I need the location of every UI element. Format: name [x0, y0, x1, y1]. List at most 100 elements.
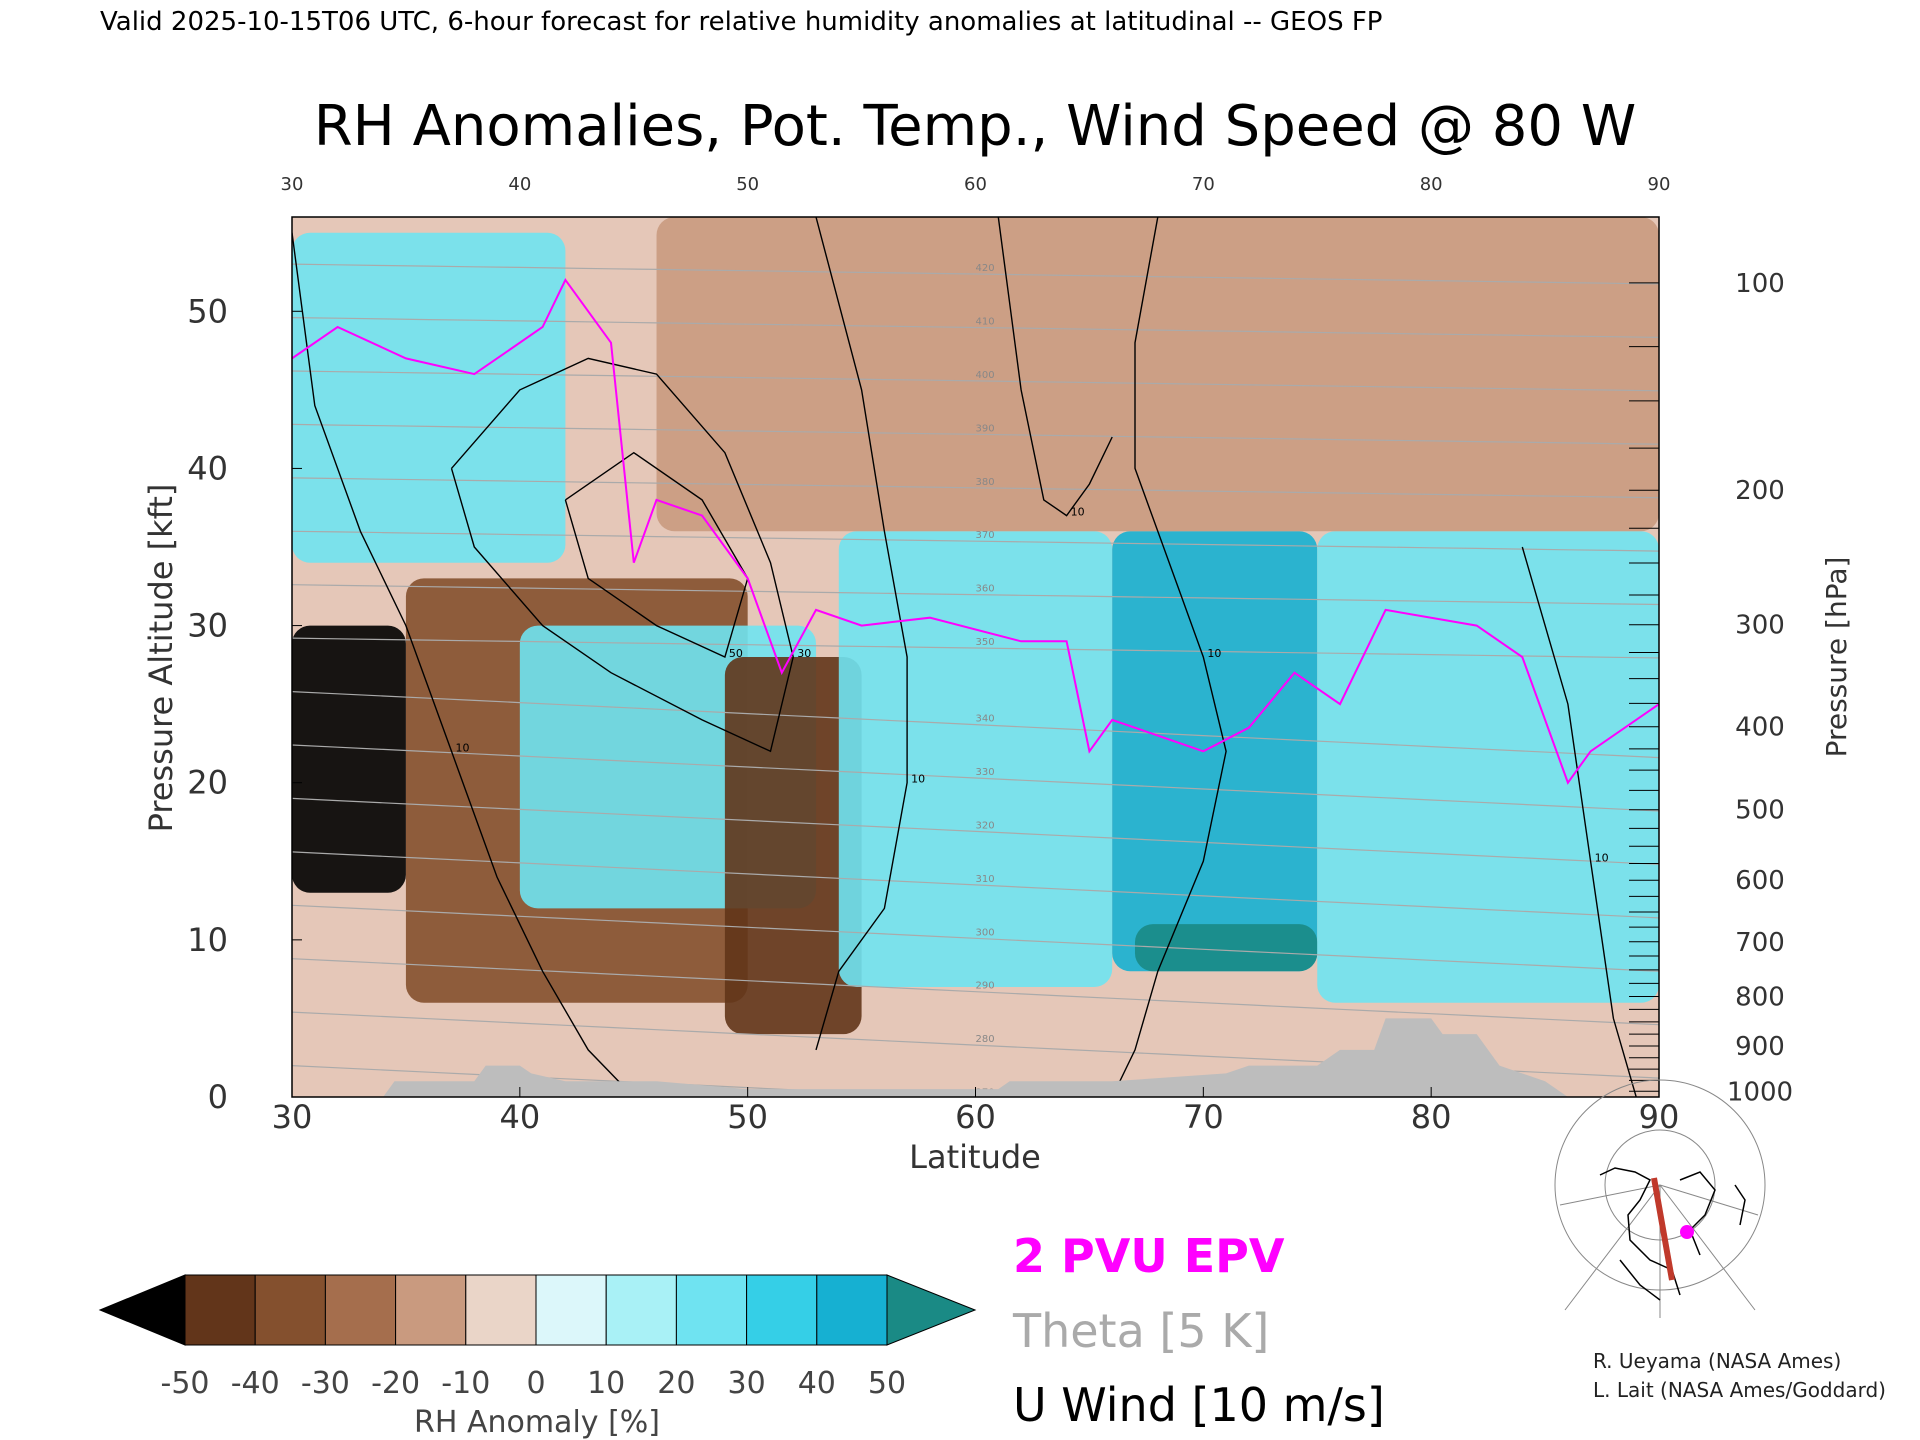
colorbar-label: RH Anomaly [%] [414, 1405, 660, 1440]
pressure-tick-label: 900 [1735, 1032, 1785, 1062]
wind-contours: 10 30 50 10 10 10 10 [292, 217, 1637, 1097]
pressure-tick-label: 200 [1735, 476, 1785, 506]
colorbar-segment [324, 1274, 397, 1346]
map-inset [1554, 1079, 1766, 1320]
theta-contour [292, 637, 1659, 659]
legend-wind: U Wind [10 m/s] [1013, 1378, 1385, 1432]
topography-group [292, 1018, 1659, 1097]
x-tick-label: 40 [499, 1098, 540, 1136]
y-axis-left: 0 10 20 30 40 50 [187, 292, 302, 1116]
pressure-tick-label: 600 [1735, 866, 1785, 896]
colorbar-tick-label: 40 [798, 1366, 836, 1401]
theta-contour-label: 350 [976, 637, 995, 648]
y-axis-right-label: Pressure [hPa] [1820, 557, 1853, 758]
x-axis: 30 40 50 60 70 80 90 [272, 1087, 1679, 1136]
colorbar: -50 -40 -30 -20 -10 0 10 20 30 40 50 RH Anomaly [%… [98, 1274, 977, 1440]
colorbar-segment [746, 1274, 818, 1346]
wind-contour-label: 10 [455, 741, 469, 754]
y-tick-label: 40 [187, 449, 228, 487]
colorbar-tick-label: -10 [441, 1366, 490, 1401]
x-tick-label: 30 [272, 1098, 313, 1136]
top-tick-label: 30 [281, 174, 304, 195]
rh-anomaly-region [292, 625, 406, 893]
wind-contour [1111, 217, 1227, 1097]
theta-contour [292, 958, 1659, 1026]
colorbar-segment [184, 1274, 256, 1346]
plot-area: 2702802903003103203303403503603703803904… [291, 216, 1660, 1098]
pressure-tick-marks [1629, 282, 1659, 1092]
top-axis: 30 40 50 60 70 80 90 [281, 174, 1671, 195]
wind-contour-label: 10 [1071, 506, 1085, 519]
colorbar-tick-labels: -50 -40 -30 -20 -10 0 10 20 30 40 50 [161, 1366, 907, 1401]
theta-contour [292, 263, 1659, 285]
rh-anomaly-region [838, 531, 1113, 987]
wind-contour-label: 30 [797, 647, 811, 660]
colorbar-tick-label: -40 [231, 1366, 280, 1401]
theta-contour-label: 290 [976, 981, 995, 992]
rh-anomaly-region [1317, 531, 1659, 1003]
theta-contour-label: 330 [976, 767, 995, 778]
colorbar-segment [605, 1274, 677, 1346]
rh-anomaly-field [292, 217, 1659, 1035]
colorbar-tick-label: -30 [301, 1366, 350, 1401]
theta-contour [292, 851, 1659, 919]
pressure-tick-label: 700 [1735, 928, 1785, 958]
theta-contour [292, 691, 1659, 759]
theta-contour [292, 423, 1659, 445]
theta-contour-label: 380 [976, 477, 995, 488]
theta-contour [292, 370, 1659, 392]
colorbar-segment [816, 1274, 888, 1346]
wind-contour-label: 10 [1207, 647, 1221, 660]
wind-contour-label: 50 [729, 647, 743, 660]
colorbar-segment [535, 1274, 607, 1346]
wind-contour-label: 10 [1595, 851, 1609, 864]
rh-anomaly-region [1134, 924, 1318, 972]
y-tick-label: 50 [187, 292, 228, 330]
wind-contour [564, 451, 749, 658]
theta-contour [292, 584, 1659, 606]
theta-contours: 2702802903003103203303403503603703803904… [292, 263, 1659, 1097]
theta-contour-label: 320 [976, 820, 995, 831]
theta-contour-label: 340 [976, 714, 995, 725]
x-tick-label: 50 [727, 1098, 768, 1136]
wind-contour [1521, 546, 1637, 1097]
cross-section-line [1651, 1177, 1675, 1281]
top-tick-label: 80 [1420, 174, 1443, 195]
pressure-tick-label: 800 [1735, 983, 1785, 1013]
pressure-tick-label: 100 [1735, 269, 1785, 299]
x-axis-label: Latitude [909, 1138, 1041, 1176]
colorbar-over-arrow [886, 1274, 977, 1346]
colorbar-tick-label: -50 [161, 1366, 210, 1401]
colorbar-tick-label: 0 [526, 1366, 545, 1401]
valid-line: Valid 2025-10-15T06 UTC, 6-hour forecast… [100, 7, 1382, 37]
theta-contour-label: 280 [976, 1034, 995, 1045]
colorbar-tick-label: 20 [657, 1366, 695, 1401]
wind-contour [450, 357, 794, 753]
colorbar-segments [184, 1274, 888, 1346]
theta-contour [292, 477, 1659, 499]
pressure-tick-label: 500 [1735, 796, 1785, 826]
rh-anomaly-region [656, 217, 1659, 532]
colorbar-tick-label: 50 [868, 1366, 906, 1401]
y-axis-left-label: Pressure Altitude [kft] [142, 484, 180, 833]
x-tick-label: 70 [1183, 1098, 1224, 1136]
x-tick-label: 80 [1411, 1098, 1452, 1136]
y-axis-right: 100 200 300 400 500 600 700 800 900 1000 [1727, 269, 1793, 1107]
pv-line-group [292, 277, 1659, 785]
topography [292, 1018, 1659, 1097]
colorbar-segment [395, 1274, 467, 1346]
credit-line-1: R. Ueyama (NASA Ames) [1593, 1349, 1841, 1373]
theta-contour-label: 360 [976, 584, 995, 595]
top-tick-label: 70 [1192, 174, 1215, 195]
colorbar-tick-label: 30 [728, 1366, 766, 1401]
y-tick-label: 0 [208, 1078, 228, 1116]
pressure-tick-label: 300 [1735, 611, 1785, 641]
top-tick-label: 40 [508, 174, 531, 195]
rh-anomaly-region [1112, 531, 1318, 972]
wind-contour [815, 217, 908, 1051]
colorbar-tick-label: 10 [587, 1366, 625, 1401]
pv-2pvu-line [292, 277, 1659, 785]
legend-theta: Theta [5 K] [1012, 1304, 1269, 1358]
theta-contour [292, 797, 1659, 865]
